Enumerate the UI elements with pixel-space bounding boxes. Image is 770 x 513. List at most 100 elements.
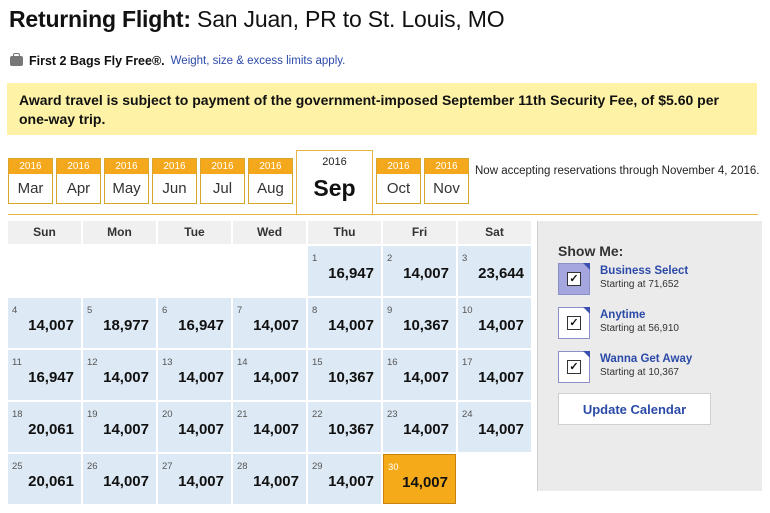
calendar-day[interactable]: 8 14,007 [308,298,381,348]
month-tab-mar[interactable]: 2016 Mar [8,158,53,204]
month-tab-aug[interactable]: 2016 Aug [248,158,293,204]
fare-points: 14,007 [103,473,149,490]
fare-points: 14,007 [478,369,524,386]
corner-flag-icon [583,307,590,314]
day-number: 14 [237,357,248,368]
calendar-day[interactable]: 17 14,007 [458,350,531,400]
calendar-day[interactable]: 20 14,007 [158,402,231,452]
show-me-heading: Show Me: [558,243,624,259]
month-tab-oct[interactable]: 2016 Oct [376,158,421,204]
month-year: 2016 [9,159,52,174]
calendar-day[interactable]: 23 14,007 [383,402,456,452]
anytime-checkbox[interactable]: ✓ [567,316,581,330]
day-number: 4 [12,305,18,316]
calendar-day[interactable]: 16 14,007 [383,350,456,400]
month-year: 2016 [297,153,372,171]
calendar-day[interactable]: 1 16,947 [308,246,381,296]
calendar-day[interactable]: 11 16,947 [8,350,81,400]
fare-points: 14,007 [328,473,374,490]
day-number: 23 [387,409,398,420]
month-tab-nov[interactable]: 2016 Nov [424,158,469,204]
calendar-day[interactable]: 12 14,007 [83,350,156,400]
month-tab-sep[interactable]: 2016 Sep [296,150,373,215]
weekday-label: Sat [458,221,531,244]
fare-points: 14,007 [403,369,449,386]
calendar-day[interactable]: 28 14,007 [233,454,306,504]
update-calendar-button[interactable]: Update Calendar [558,393,711,425]
month-label: Jun [162,180,187,197]
day-number: 18 [12,409,23,420]
wanna-get-away-checkbox[interactable]: ✓ [567,360,581,374]
fare-points: 14,007 [253,421,299,438]
fare-points: 18,977 [103,317,149,334]
fare-points: 20,061 [28,421,74,438]
day-number: 8 [312,305,318,316]
security-fee-notice: Award travel is subject to payment of th… [7,83,757,135]
day-number: 16 [387,357,398,368]
month-tab-apr[interactable]: 2016 Apr [56,158,101,204]
fare-type-starting: Starting at 56,910 [600,323,679,334]
day-number: 6 [162,305,168,316]
day-number: 1 [312,253,318,264]
month-tab-jun[interactable]: 2016 Jun [152,158,197,204]
calendar-day[interactable]: 18 20,061 [8,402,81,452]
checkbox-container: ✓ [558,351,590,383]
availability-note: Now accepting reservations through Novem… [475,165,760,177]
month-year: 2016 [201,159,244,174]
business-select-checkbox[interactable]: ✓ [567,272,581,286]
day-number: 20 [162,409,173,420]
fare-type-name[interactable]: Wanna Get Away [600,353,693,365]
fare-points: 10,367 [328,369,374,386]
month-label: Mar [17,180,44,197]
weekday-label: Fri [383,221,456,244]
day-number: 10 [462,305,473,316]
calendar-day-selected[interactable]: 30 14,007 [383,454,456,504]
month-tab-may[interactable]: 2016 May [104,158,149,204]
day-number: 25 [12,461,23,472]
calendar-day[interactable]: 14 14,007 [233,350,306,400]
calendar-day[interactable]: 9 10,367 [383,298,456,348]
checkbox-container: ✓ [558,307,590,339]
calendar-day[interactable]: 21 14,007 [233,402,306,452]
month-label: Oct [386,180,411,197]
weekday-header: Sun Mon Tue Wed Thu Fri Sat [8,221,533,244]
day-number: 7 [237,305,243,316]
day-number: 3 [462,253,468,264]
weekday-label: Mon [83,221,156,244]
calendar-day[interactable]: 22 10,367 [308,402,381,452]
day-number: 11 [12,357,22,368]
route-text: San Juan, PR to St. Louis, MO [197,6,505,32]
calendar-day[interactable]: 24 14,007 [458,402,531,452]
month-label: Aug [257,180,284,197]
calendar-day[interactable]: 15 10,367 [308,350,381,400]
day-number: 24 [462,409,473,420]
calendar-day[interactable]: 19 14,007 [83,402,156,452]
suitcase-icon [10,53,23,66]
calendar-day[interactable]: 3 23,644 [458,246,531,296]
weekday-label: Wed [233,221,306,244]
calendar-day[interactable]: 5 18,977 [83,298,156,348]
calendar-day[interactable]: 26 14,007 [83,454,156,504]
month-year: 2016 [57,159,100,174]
fare-type-name[interactable]: Business Select [600,265,689,277]
day-number: 12 [87,357,98,368]
calendar-day[interactable]: 4 14,007 [8,298,81,348]
calendar-day[interactable]: 27 14,007 [158,454,231,504]
fare-type-name[interactable]: Anytime [600,309,646,321]
calendar-day[interactable]: 10 14,007 [458,298,531,348]
month-tab-jul[interactable]: 2016 Jul [200,158,245,204]
calendar-day[interactable]: 29 14,007 [308,454,381,504]
weekday-label: Sun [8,221,81,244]
calendar-day[interactable]: 7 14,007 [233,298,306,348]
month-label: Apr [66,180,91,197]
calendar-day[interactable]: 2 14,007 [383,246,456,296]
calendar-day[interactable]: 6 16,947 [158,298,231,348]
calendar-day[interactable]: 13 14,007 [158,350,231,400]
fare-filter-panel: Show Me: ✓ Business Select Starting at 7… [537,221,762,491]
weekday-label: Thu [308,221,381,244]
page-title: Returning Flight: San Juan, PR to St. Lo… [9,6,505,33]
month-label: Nov [433,180,460,197]
bag-limits-link[interactable]: Weight, size & excess limits apply. [170,55,346,67]
month-year: 2016 [153,159,196,174]
calendar-day[interactable]: 25 20,061 [8,454,81,504]
